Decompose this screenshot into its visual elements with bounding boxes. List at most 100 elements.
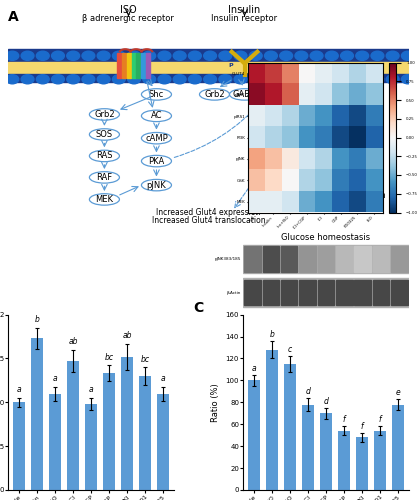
Text: a: a [161,374,165,383]
Ellipse shape [261,88,296,100]
Circle shape [295,51,308,60]
Circle shape [219,74,232,84]
Ellipse shape [89,172,119,183]
Bar [117,53,121,78]
Circle shape [188,51,201,60]
Circle shape [143,51,156,60]
Text: f: f [361,422,363,431]
Bar [122,53,126,78]
Circle shape [158,74,171,84]
Text: b: b [35,316,40,324]
Bar [320,414,332,490]
Text: β adrenergic receptor: β adrenergic receptor [83,14,174,24]
Bar [356,438,368,490]
Bar [127,53,131,78]
Circle shape [371,74,384,84]
Circle shape [52,51,64,60]
Circle shape [371,51,384,60]
Text: b: b [269,330,274,338]
Circle shape [280,74,293,84]
Text: cAMP: cAMP [145,134,168,142]
Circle shape [249,74,262,84]
Bar [13,402,25,490]
Circle shape [402,74,414,84]
Text: Insulin: Insulin [229,6,261,16]
Text: a: a [252,364,256,372]
Text: c: c [288,345,292,354]
Circle shape [67,74,80,84]
Text: PI3K: PI3K [269,117,288,126]
Bar [8,62,409,74]
Bar [136,53,141,78]
Ellipse shape [332,173,362,184]
Circle shape [158,51,171,60]
Bar [132,53,136,78]
Text: Glycogen: Glycogen [347,192,387,200]
Y-axis label: Ratio (%): Ratio (%) [211,383,220,422]
Circle shape [82,74,95,84]
Circle shape [341,51,354,60]
Circle shape [21,51,34,60]
Bar [141,53,145,78]
Circle shape [234,51,247,60]
Circle shape [173,74,186,84]
Text: Insulin receptor: Insulin receptor [211,14,278,24]
Bar [121,356,133,490]
Bar [31,338,43,490]
Circle shape [356,51,369,60]
Bar [8,74,409,82]
Text: GSK: GSK [338,174,355,184]
Text: f: f [343,415,345,424]
Bar [103,374,116,490]
Bar [301,404,314,490]
Circle shape [356,74,369,84]
Ellipse shape [89,108,119,120]
Text: f: f [379,415,381,424]
Text: pAKT: pAKT [268,147,289,156]
Text: ISO: ISO [120,6,137,16]
Text: d: d [324,396,328,406]
Ellipse shape [264,116,294,128]
Circle shape [173,51,186,60]
Text: SOS: SOS [96,130,113,139]
Bar [284,364,296,490]
Bar [139,376,151,490]
Circle shape [6,51,19,60]
Text: MEK: MEK [95,195,113,204]
Bar [157,394,169,490]
Ellipse shape [229,88,259,100]
Text: pJNK: pJNK [147,180,166,190]
Text: a: a [17,386,21,394]
Text: Increased Glut4 translocation: Increased Glut4 translocation [152,216,265,225]
Ellipse shape [141,132,171,144]
Ellipse shape [264,146,294,158]
Circle shape [97,74,110,84]
Ellipse shape [89,194,119,205]
Text: e: e [395,388,400,397]
Text: bc: bc [141,354,150,364]
Ellipse shape [89,150,119,162]
Text: A: A [8,10,19,24]
Circle shape [341,74,354,84]
Text: C: C [193,300,204,314]
Text: Shc: Shc [149,90,164,99]
Bar [266,350,278,490]
Circle shape [21,74,34,84]
Bar [49,394,61,490]
Circle shape [234,74,247,84]
Circle shape [295,74,308,84]
Text: Grb2: Grb2 [204,90,225,99]
Circle shape [386,51,399,60]
Circle shape [97,51,110,60]
Text: a: a [53,374,58,383]
Circle shape [188,74,201,84]
Bar [8,50,409,62]
Circle shape [386,74,399,84]
Ellipse shape [141,180,171,191]
Circle shape [280,51,293,60]
Bar [85,404,97,490]
Ellipse shape [141,88,171,100]
Circle shape [402,51,414,60]
Text: AC: AC [151,112,162,120]
Circle shape [249,51,262,60]
